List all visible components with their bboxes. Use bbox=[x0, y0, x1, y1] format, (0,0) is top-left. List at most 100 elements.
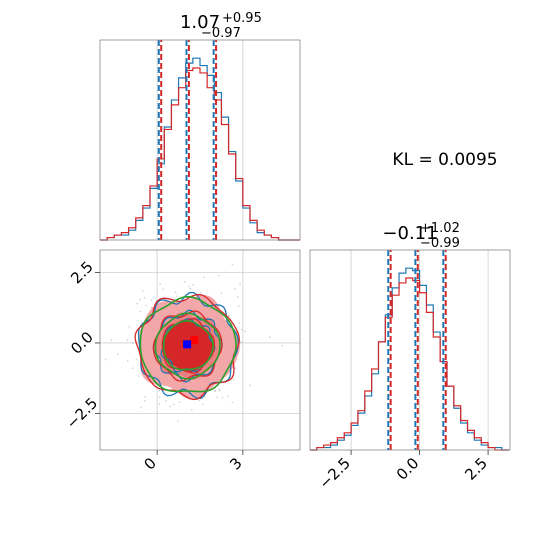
histogram-series-0 bbox=[310, 267, 509, 451]
contour-line-2 bbox=[162, 319, 214, 371]
scatter-point bbox=[231, 263, 234, 266]
x-tick-label: 0 bbox=[140, 454, 159, 473]
scatter-point bbox=[231, 401, 234, 404]
title-y-plus: +1.02 bbox=[420, 221, 460, 236]
scatter-point bbox=[116, 353, 119, 356]
scatter-point bbox=[221, 396, 224, 399]
scatter-point bbox=[145, 304, 148, 307]
contour-line-1 bbox=[134, 293, 240, 401]
histogram-series-1 bbox=[310, 277, 509, 451]
scatter-point bbox=[199, 291, 202, 294]
scatter-point bbox=[162, 288, 165, 291]
scatter-point bbox=[144, 395, 147, 398]
title-x-value: 1.07 bbox=[180, 12, 220, 33]
scatter-point bbox=[177, 420, 179, 422]
kl-annotation: KL = 0.0095 bbox=[392, 150, 497, 170]
scatter-point bbox=[234, 367, 237, 370]
x-tick-label: 3 bbox=[226, 454, 245, 473]
x-tick-label: −2.5 bbox=[315, 454, 353, 492]
contour-y-ticks: 2.50.0−2.5 bbox=[63, 258, 101, 433]
y-tick-label: 2.5 bbox=[67, 258, 97, 288]
scatter-point bbox=[218, 390, 221, 392]
scatter-point bbox=[192, 283, 195, 286]
scatter-point bbox=[179, 468, 181, 470]
histogram-panel-x: 1.07 +0.95 −0.97 bbox=[99, 11, 301, 241]
contour-line-1 bbox=[152, 310, 223, 382]
title-y-minus: −0.99 bbox=[420, 236, 460, 251]
scatter-point bbox=[234, 288, 237, 290]
scatter-point bbox=[236, 295, 239, 298]
x-tick-label: 2.5 bbox=[461, 454, 491, 484]
contour-line-2 bbox=[154, 312, 221, 380]
histogram-y-x-ticks: −2.5 0.0 2.5 bbox=[315, 450, 491, 493]
scatter-point bbox=[198, 399, 201, 402]
scatter-point bbox=[137, 375, 140, 377]
scatter-point bbox=[249, 384, 251, 387]
marker bbox=[183, 340, 192, 349]
histogram-series-1 bbox=[100, 67, 300, 241]
scatter-point bbox=[220, 292, 223, 295]
histogram-x-series bbox=[100, 57, 300, 241]
scatter-point bbox=[139, 310, 142, 313]
scatter-point bbox=[228, 314, 230, 317]
scatter-point bbox=[143, 296, 146, 299]
scatter-point bbox=[169, 405, 172, 408]
scatter-point bbox=[126, 360, 129, 362]
histogram-y-frame bbox=[309, 249, 511, 451]
scatter-point bbox=[240, 328, 243, 331]
scatter-point bbox=[240, 341, 243, 344]
scatter-point bbox=[131, 341, 134, 344]
scatter-point bbox=[141, 290, 144, 292]
histogram-series-0 bbox=[100, 57, 300, 241]
scatter-point bbox=[190, 408, 193, 411]
scatter-point bbox=[165, 400, 168, 402]
contour-line-0 bbox=[137, 291, 239, 399]
scatter-point bbox=[158, 396, 161, 399]
scatter-point bbox=[140, 406, 142, 409]
scatter-point bbox=[233, 378, 235, 381]
scatter-point bbox=[139, 298, 142, 301]
scatter-point bbox=[159, 283, 162, 286]
contour-markers bbox=[183, 336, 199, 349]
scatter-point bbox=[172, 403, 175, 406]
histogram-x-title: 1.07 bbox=[180, 12, 220, 33]
scatter-point bbox=[141, 321, 143, 324]
scatter-point bbox=[213, 389, 216, 392]
marker bbox=[190, 336, 199, 345]
scatter-point bbox=[189, 287, 192, 290]
scatter-point bbox=[158, 389, 161, 392]
scatter-point bbox=[237, 305, 240, 307]
scatter-point bbox=[143, 399, 146, 402]
contour-lines bbox=[134, 291, 240, 401]
scatter-point bbox=[135, 358, 138, 361]
scatter-point bbox=[188, 285, 190, 288]
scatter-point bbox=[128, 325, 131, 328]
scatter-point bbox=[238, 321, 241, 324]
contour-frame bbox=[99, 249, 301, 451]
scatter-point bbox=[218, 388, 220, 391]
scatter-point bbox=[150, 299, 153, 301]
contour-line-2 bbox=[139, 296, 237, 393]
scatter-point bbox=[281, 344, 284, 347]
scatter-point bbox=[175, 295, 178, 298]
title-y-value: −0.11 bbox=[382, 223, 437, 244]
scatter-point bbox=[110, 338, 113, 341]
scatter-point bbox=[104, 358, 107, 361]
scatter-point bbox=[126, 339, 129, 342]
histogram-y-quantile-lines bbox=[387, 250, 447, 450]
scatter-point bbox=[178, 401, 181, 403]
scatter-point bbox=[239, 282, 242, 285]
scatter-point bbox=[67, 310, 69, 312]
scatter-point bbox=[243, 330, 246, 333]
y-tick-label: 0.0 bbox=[67, 328, 97, 358]
scatter-point bbox=[202, 276, 205, 279]
scatter-point bbox=[216, 396, 218, 399]
scatter-point bbox=[217, 274, 220, 277]
histogram-y-title: −0.11 bbox=[382, 223, 437, 244]
scatter-point bbox=[227, 395, 229, 398]
histogram-y-series bbox=[310, 267, 509, 451]
scatter-point bbox=[174, 291, 177, 294]
histogram-x-frame bbox=[99, 39, 301, 241]
